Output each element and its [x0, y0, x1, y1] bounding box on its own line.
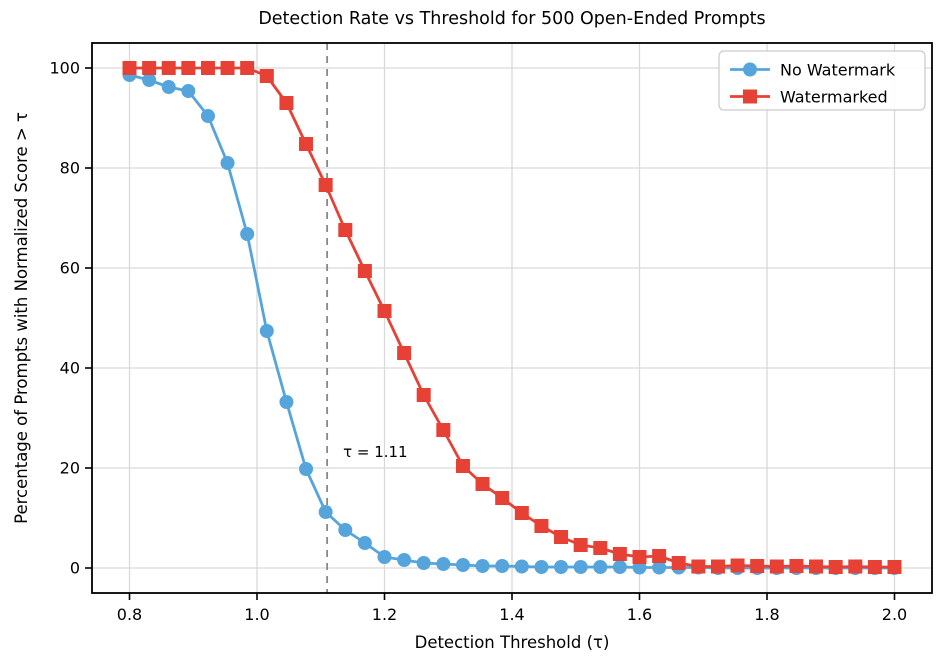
data-point-square [142, 61, 157, 75]
data-point-square [554, 530, 569, 544]
data-point-square [730, 558, 745, 573]
data-point-square [848, 559, 863, 574]
data-point-square [338, 223, 353, 237]
data-point-square [436, 423, 451, 437]
y-tick-label: 80 [60, 159, 80, 178]
data-point-square [495, 491, 510, 505]
y-tick-label: 0 [70, 559, 80, 578]
data-point-circle [240, 227, 255, 241]
data-point-circle [181, 84, 196, 98]
data-point-square [809, 559, 824, 574]
data-point-square [299, 137, 314, 151]
data-point-circle [142, 73, 157, 87]
data-point-circle [612, 560, 627, 574]
data-point-square [200, 61, 215, 75]
data-point-circle [220, 156, 235, 170]
data-point-circle [593, 560, 608, 574]
data-point-square [691, 559, 706, 574]
data-point-square [397, 346, 412, 360]
axis-ticks [85, 67, 896, 600]
data-point-circle [279, 395, 294, 409]
data-point-square [632, 550, 647, 564]
y-axis-label: Percentage of Prompts with Normalized Sc… [12, 112, 31, 524]
legend-item-watermarked: Watermarked [730, 88, 888, 107]
data-point-circle [514, 559, 529, 574]
data-point-square [573, 538, 588, 552]
data-point-square [514, 506, 529, 520]
data-point-square [455, 459, 470, 473]
data-point-circle [338, 523, 353, 537]
data-point-circle [495, 559, 510, 573]
x-tick-label: 1.6 [627, 605, 652, 624]
data-point-square [887, 560, 902, 574]
x-tick-label: 1.4 [499, 605, 524, 624]
data-point-circle [200, 109, 215, 123]
data-point-square [475, 477, 490, 491]
data-point-square [377, 304, 392, 318]
axis-tick-labels: 0.8 1.0 1.2 1.4 1.6 1.8 2.0 0 20 40 60 80 100 [49, 59, 907, 625]
data-point-square [534, 519, 549, 533]
chart-title: Detection Rate vs Threshold for 500 Open… [258, 9, 765, 29]
data-point-circle [573, 560, 588, 574]
data-point-circle [475, 559, 490, 573]
data-point-circle [357, 536, 372, 550]
data-point-square [612, 547, 627, 561]
series-line [129, 66, 895, 569]
legend-box [718, 50, 926, 111]
data-point-square [220, 61, 235, 75]
data-point-square [750, 559, 765, 573]
gridlines [92, 43, 932, 593]
legend-square-marker-icon [743, 89, 757, 104]
legend-circle-marker-icon [743, 62, 757, 77]
x-tick-label: 0.8 [117, 605, 142, 624]
data-point-square [181, 61, 196, 75]
legend-label: Watermarked [780, 88, 888, 107]
data-point-circle [436, 557, 451, 571]
data-point-circle [318, 505, 333, 519]
data-point-square [789, 559, 804, 573]
data-point-circle [161, 80, 176, 94]
data-point-circle [299, 462, 314, 476]
y-tick-label: 60 [60, 259, 80, 278]
data-point-circle [259, 324, 274, 338]
x-axis-label: Detection Threshold (τ) [415, 633, 610, 652]
x-tick-label: 2.0 [882, 605, 907, 624]
x-tick-label: 1.0 [244, 605, 269, 624]
data-point-square [652, 549, 667, 563]
data-point-square [867, 560, 882, 574]
legend-item-no-watermark: No Watermark [730, 61, 896, 80]
series-line [129, 73, 895, 570]
y-tick-label: 20 [60, 459, 80, 478]
data-point-square [710, 559, 725, 574]
data-point-square [240, 61, 255, 75]
data-point-square [671, 556, 686, 570]
legend-label: No Watermark [780, 61, 896, 80]
data-point-square [318, 178, 333, 192]
data-point-circle [534, 560, 549, 574]
y-tick-label: 40 [60, 359, 80, 378]
data-point-circle [554, 560, 569, 574]
data-point-circle [377, 550, 392, 564]
data-point-square [122, 61, 137, 75]
data-point-square [357, 264, 372, 278]
x-tick-label: 1.2 [372, 605, 397, 624]
y-tick-label: 100 [49, 59, 80, 78]
data-point-circle [397, 553, 412, 567]
data-point-square [161, 61, 176, 75]
data-point-square [769, 559, 784, 574]
data-point-circle [652, 560, 667, 575]
data-point-circle [455, 558, 470, 572]
data-point-square [828, 560, 843, 574]
data-point-square [416, 388, 431, 402]
legend: No Watermark Watermarked [718, 50, 926, 111]
data-point-square [593, 541, 608, 555]
data-point-circle [416, 556, 431, 570]
x-tick-label: 1.8 [754, 605, 779, 624]
data-point-square [259, 69, 274, 83]
series-watermarked [122, 61, 902, 574]
threshold-annotation: τ = 1.11 [343, 443, 408, 461]
data-point-square [279, 96, 294, 110]
